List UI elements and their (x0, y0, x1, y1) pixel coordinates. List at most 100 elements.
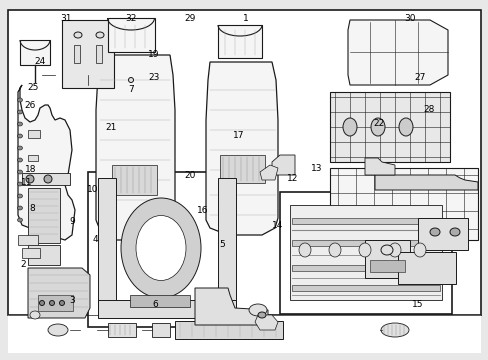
Bar (62, 20, 114, 88)
Polygon shape (28, 268, 90, 318)
Ellipse shape (380, 245, 392, 255)
Text: 11: 11 (21, 179, 33, 188)
Polygon shape (374, 175, 477, 190)
Ellipse shape (429, 228, 439, 236)
Ellipse shape (18, 194, 22, 198)
Ellipse shape (18, 110, 22, 114)
Text: 15: 15 (411, 300, 423, 309)
Bar (22, 173, 70, 185)
Ellipse shape (60, 301, 64, 306)
Ellipse shape (18, 206, 22, 210)
Text: 1: 1 (243, 14, 248, 23)
Text: 20: 20 (183, 171, 195, 180)
Bar (112, 165, 157, 195)
Ellipse shape (18, 98, 22, 102)
Text: 23: 23 (148, 73, 160, 82)
Bar (175, 321, 283, 339)
Text: 31: 31 (60, 14, 72, 23)
Bar (108, 323, 136, 337)
Bar (417, 218, 467, 250)
Ellipse shape (44, 175, 52, 183)
Bar (291, 240, 439, 246)
Text: 17: 17 (232, 131, 244, 140)
Ellipse shape (96, 32, 104, 38)
Bar (130, 295, 190, 307)
Text: 7: 7 (128, 85, 134, 94)
Bar (98, 178, 116, 308)
Ellipse shape (248, 304, 266, 316)
Text: 21: 21 (105, 123, 117, 132)
Text: 10: 10 (87, 185, 99, 194)
Bar (98, 300, 236, 318)
Text: 30: 30 (403, 14, 415, 23)
Polygon shape (96, 55, 175, 240)
Ellipse shape (388, 243, 400, 257)
Polygon shape (18, 85, 75, 240)
Ellipse shape (121, 198, 201, 298)
Text: 18: 18 (24, 166, 36, 175)
Polygon shape (347, 20, 447, 85)
Polygon shape (195, 288, 267, 325)
Text: 24: 24 (34, 58, 46, 67)
Polygon shape (260, 165, 278, 180)
Ellipse shape (449, 228, 459, 236)
Bar (397, 252, 455, 284)
Text: 2: 2 (20, 260, 26, 269)
Ellipse shape (18, 218, 22, 222)
Text: 16: 16 (197, 206, 208, 215)
Bar (38, 295, 73, 311)
Text: 5: 5 (219, 240, 225, 249)
Bar (152, 323, 170, 337)
Bar (28, 155, 38, 161)
Ellipse shape (413, 243, 425, 257)
Ellipse shape (258, 312, 265, 318)
Polygon shape (20, 40, 50, 65)
Bar (291, 285, 439, 291)
Polygon shape (271, 155, 294, 175)
Bar (220, 155, 264, 183)
Polygon shape (22, 248, 40, 258)
Bar (218, 178, 236, 308)
Bar (8, 10, 480, 315)
Bar (280, 192, 451, 314)
Ellipse shape (136, 216, 185, 280)
Bar (291, 218, 439, 224)
Ellipse shape (18, 134, 22, 138)
Text: 12: 12 (286, 174, 298, 183)
Ellipse shape (380, 323, 408, 337)
Ellipse shape (328, 243, 340, 257)
Text: 8: 8 (29, 204, 35, 212)
Ellipse shape (18, 170, 22, 174)
Bar (329, 168, 477, 240)
Text: 4: 4 (92, 235, 98, 244)
Ellipse shape (298, 243, 310, 257)
Ellipse shape (370, 118, 384, 136)
Polygon shape (364, 158, 394, 175)
Text: 25: 25 (27, 83, 39, 92)
Text: 14: 14 (271, 220, 283, 230)
Polygon shape (218, 25, 262, 58)
Text: 32: 32 (125, 14, 137, 23)
Polygon shape (205, 62, 278, 235)
Text: 3: 3 (69, 296, 75, 305)
Bar (28, 245, 60, 265)
Text: 28: 28 (423, 105, 434, 114)
Bar (8, 315, 480, 353)
Polygon shape (108, 18, 155, 52)
Ellipse shape (18, 146, 22, 150)
Bar (28, 130, 40, 138)
Text: 22: 22 (372, 119, 384, 128)
Ellipse shape (49, 301, 54, 306)
Text: 19: 19 (148, 50, 160, 59)
Ellipse shape (26, 175, 34, 183)
Bar (364, 240, 409, 278)
Ellipse shape (40, 301, 44, 306)
Ellipse shape (358, 243, 370, 257)
Bar (329, 92, 449, 162)
Bar (369, 260, 404, 272)
Ellipse shape (74, 32, 82, 38)
Text: 9: 9 (69, 217, 75, 226)
Ellipse shape (18, 122, 22, 126)
Bar (88, 172, 236, 327)
Bar (289, 205, 441, 300)
